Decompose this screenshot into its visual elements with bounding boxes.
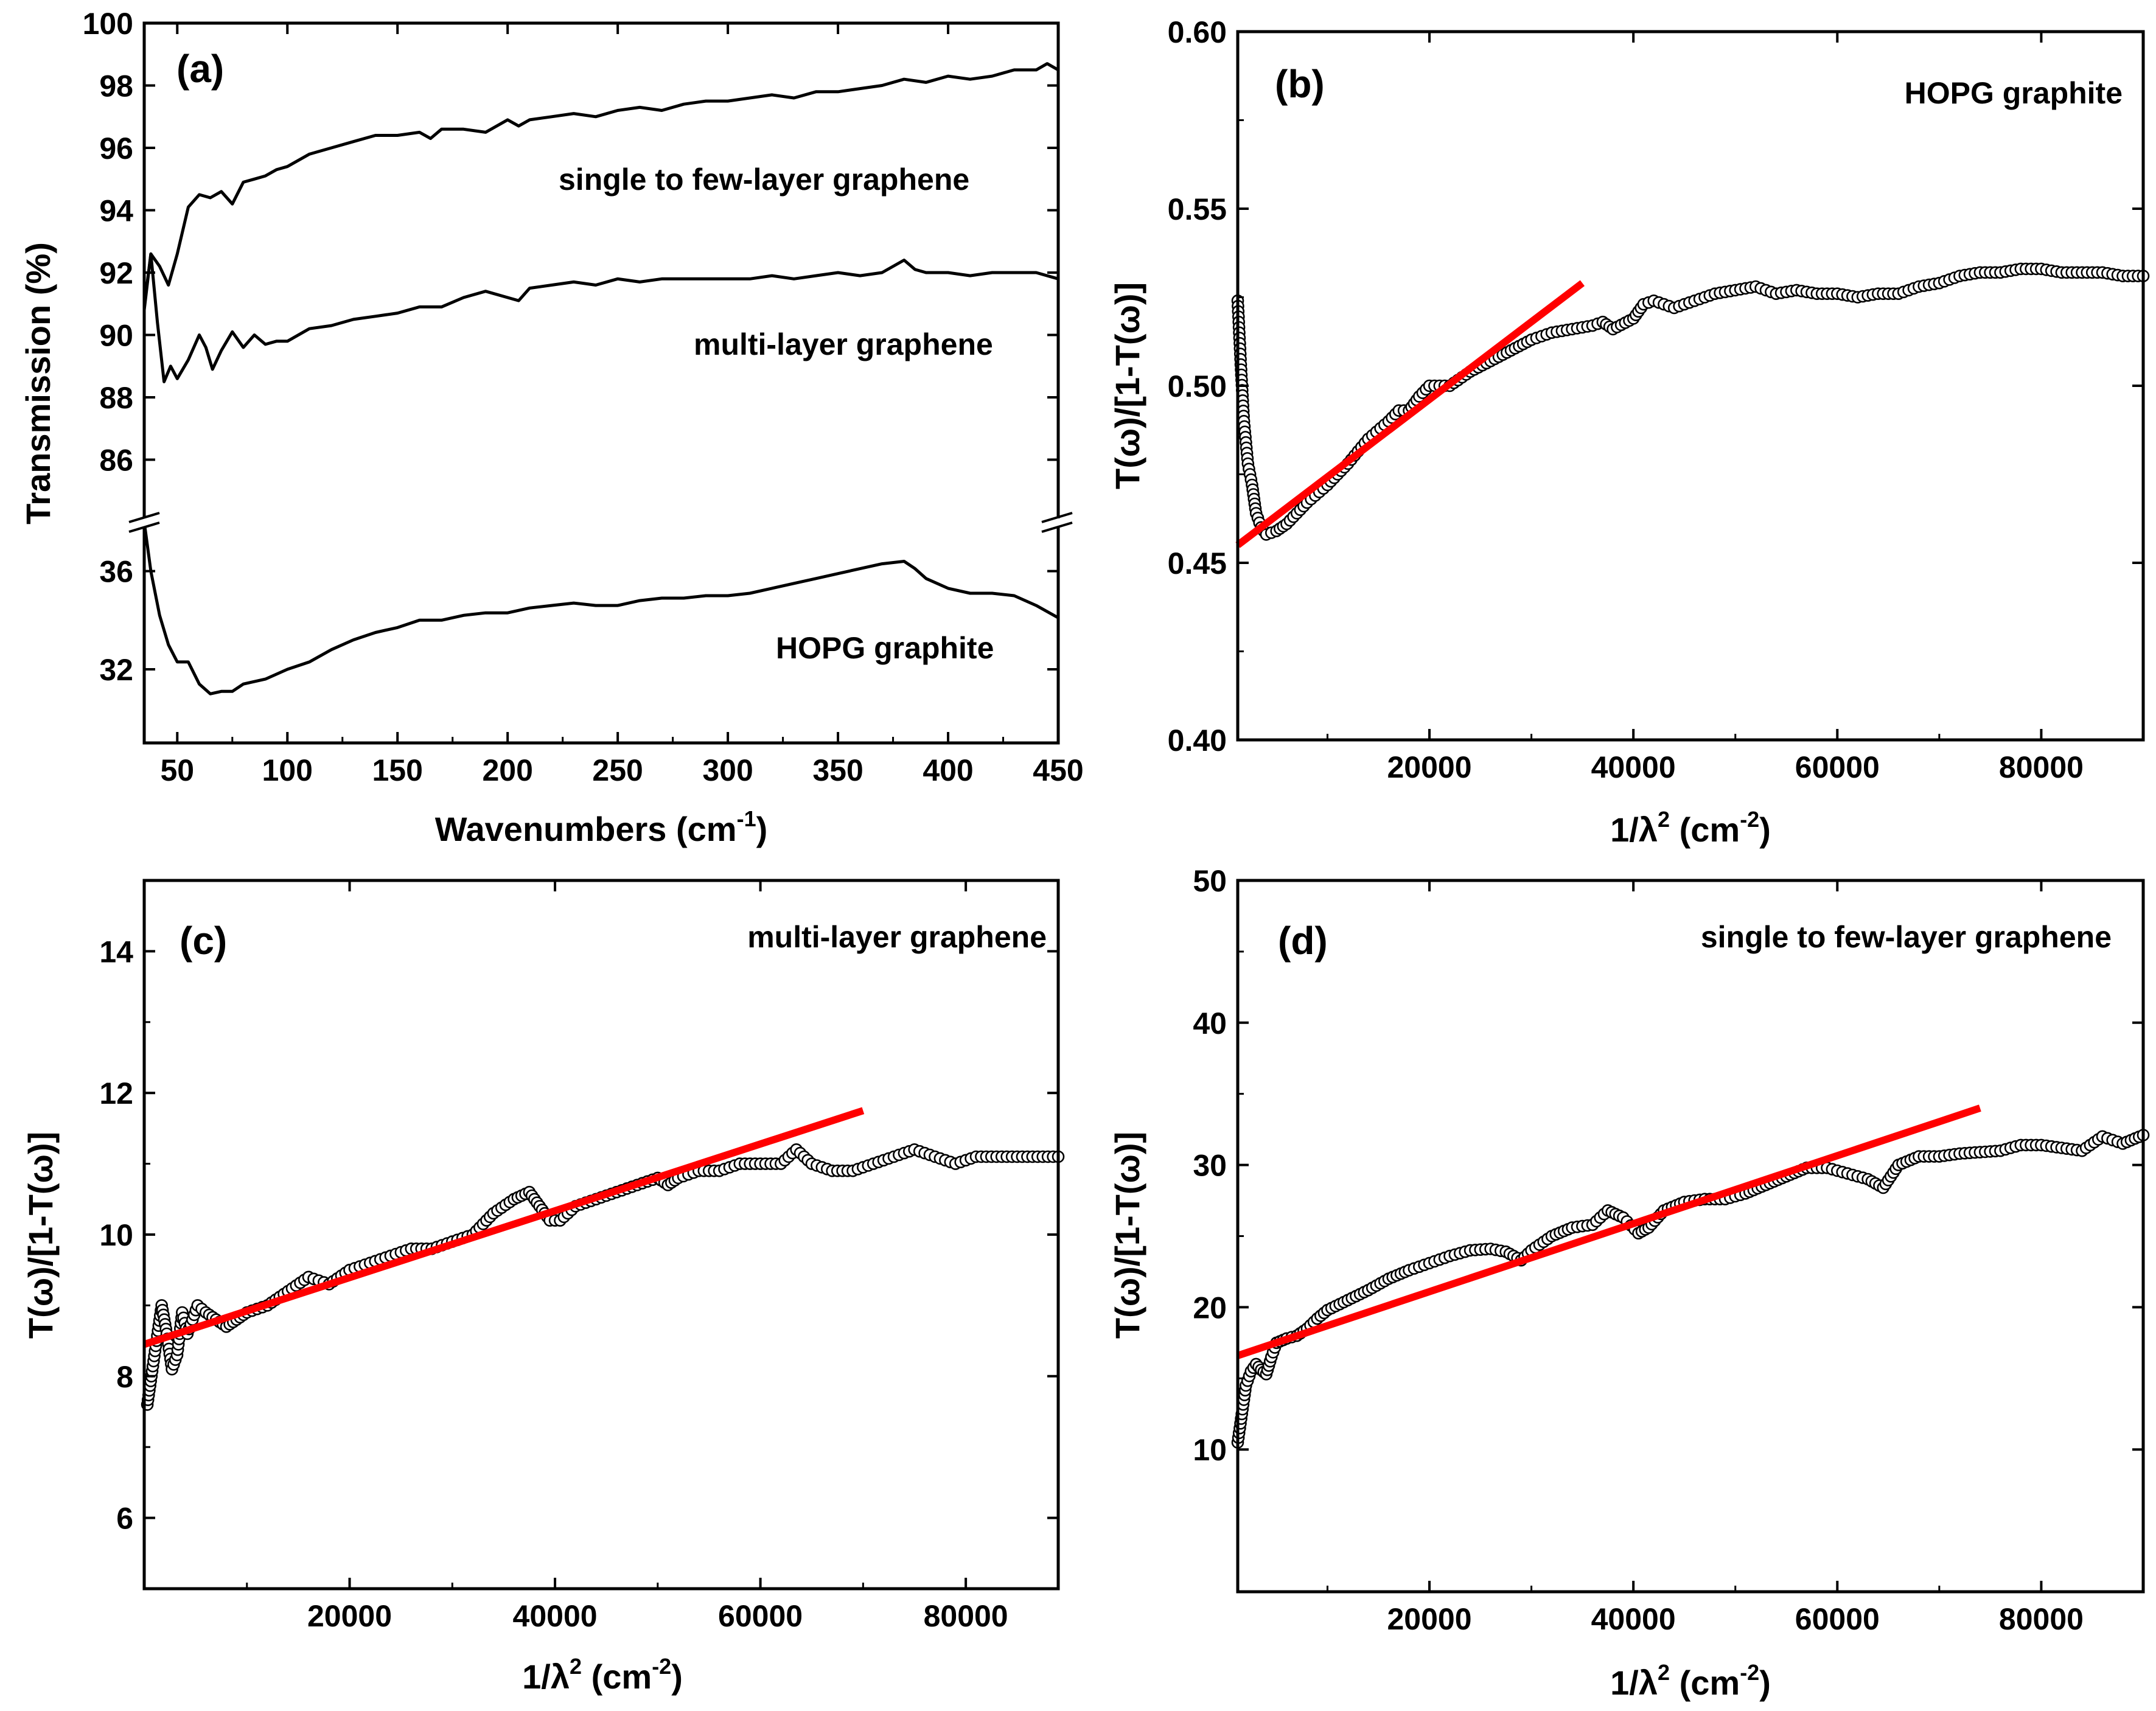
y-tick-label: 8 [116,1360,133,1394]
x-tick-label: 80000 [924,1599,1008,1633]
y-tick-label: 30 [1193,1149,1227,1183]
panel-b-ylabel: T(ω)/[1-T(ω)] [1108,282,1146,489]
series-line-1 [142,252,1059,383]
x-tick-label: 40000 [1591,750,1676,784]
y-tick-label: 10 [1193,1433,1227,1467]
y-tick-label: 12 [99,1076,133,1110]
panel-b-marks [1231,262,2150,548]
y-tick-label: 36 [99,555,133,589]
panel-d-title: single to few-layer graphene [1701,920,2112,954]
y-tick-label: 96 [99,131,133,166]
series-line-2 [142,521,1059,695]
y-tick-label: 90 [99,319,133,353]
panel-a-xlabel: Wavenumbers (cm-1) [435,806,768,848]
fit-line [143,1107,865,1348]
y-tick-label: 32 [99,653,133,687]
panel-d-frame [1236,879,2145,1594]
x-tick-label: 80000 [1999,1602,2084,1636]
panel-a-marks [142,62,1059,695]
panel-a: 50 100 150 200 250 300 350 400 450 86 88 90 92 94 96 98… [19,7,1084,848]
series-line-0 [142,62,1059,307]
panel-d-ticks: 20000 40000 60000 80000 10 20 30 40 50 [1193,864,2143,1636]
panel-c-label: (c) [180,919,227,963]
panel-a-ticks: 50 100 150 200 250 300 350 400 450 86 88 90 92 94 96 98… [83,7,1084,787]
y-tick-label: 6 [116,1502,133,1536]
panel-a-frame [142,21,1060,745]
x-tick-label: 300 [702,753,753,787]
panel-c-ticks: 20000 40000 60000 80000 6 8 10 12 14 [99,880,1058,1633]
panel-c-xlabel: 1/λ2 (cm-2) [522,1654,683,1696]
panel-a-label: (a) [176,47,224,91]
x-tick-label: 200 [482,753,532,787]
x-tick-label: 40000 [1591,1602,1676,1636]
x-tick-label: 450 [1033,753,1083,787]
panel-a-axis-break [128,512,1073,533]
panel-a-ylabel: Transmission (%) [19,242,57,524]
panel-b-frame [1236,30,2145,742]
panel-d: 20000 40000 60000 80000 10 20 30 40 50 (d) singl… [1108,864,2150,1702]
annotation-single-few-layer: single to few-layer graphene [559,162,969,197]
x-tick-label: 40000 [513,1599,598,1633]
y-tick-label: 40 [1193,1006,1227,1040]
x-tick-label: 80000 [1999,750,2084,784]
annotation-multi-layer: multi-layer graphene [694,327,993,361]
panel-c-marks [141,1107,1065,1411]
x-tick-label: 60000 [1795,1602,1880,1636]
x-tick-label: 60000 [718,1599,803,1633]
y-tick-label: 98 [99,69,133,103]
y-tick-label: 14 [99,935,133,969]
y-tick-label: 0.55 [1168,192,1227,226]
y-tick-label: 0.50 [1168,369,1227,403]
panel-d-ylabel: T(ω)/[1-T(ω)] [1108,1132,1146,1339]
y-tick-label: 88 [99,381,133,415]
x-tick-label: 150 [372,753,422,787]
x-tick-label: 400 [923,753,973,787]
panel-d-xlabel: 1/λ2 (cm-2) [1610,1660,1771,1702]
panel-d-label: (d) [1278,919,1328,963]
fit-line [1235,280,1585,548]
y-tick-label: 50 [1193,864,1227,898]
panel-d-marks [1231,1104,2150,1449]
panel-c-title: multi-layer graphene [747,920,1047,954]
y-tick-label: 0.40 [1168,723,1227,758]
x-tick-label: 20000 [1387,1602,1472,1636]
panel-b-xlabel: 1/λ2 (cm-2) [1610,807,1771,849]
panel-b-ticks: 20000 40000 60000 80000 0.40 0.45 0.50 0.55 0.60 [1168,15,2143,784]
panel-c-ylabel: T(ω)/[1-T(ω)] [21,1132,60,1339]
x-tick-label: 20000 [1387,750,1472,784]
panel-b-label: (b) [1275,62,1325,106]
y-tick-label: 0.60 [1168,15,1227,49]
fit-line [1237,1104,1981,1359]
panel-b: 20000 40000 60000 80000 0.40 0.45 0.50 0.55 0.60… [1108,15,2150,849]
x-tick-label: 20000 [307,1599,392,1633]
y-tick-label: 0.45 [1168,546,1227,580]
annotation-hopg: HOPG graphite [776,631,994,665]
panel-c-frame [142,879,1060,1591]
y-tick-label: 100 [83,7,133,41]
y-tick-label: 86 [99,444,133,478]
y-tick-label: 94 [99,194,133,228]
x-tick-label: 60000 [1795,750,1880,784]
y-tick-label: 92 [99,256,133,290]
panel-b-title: HOPG graphite [1905,76,2123,110]
x-tick-label: 250 [592,753,643,787]
panel-c: 20000 40000 60000 80000 6 8 10 12 14 (c) multi-l… [21,879,1065,1696]
y-tick-label: 20 [1193,1291,1227,1325]
x-tick-label: 100 [262,753,313,787]
x-tick-label: 350 [812,753,863,787]
y-tick-label: 10 [99,1218,133,1252]
x-tick-label: 50 [160,753,194,787]
